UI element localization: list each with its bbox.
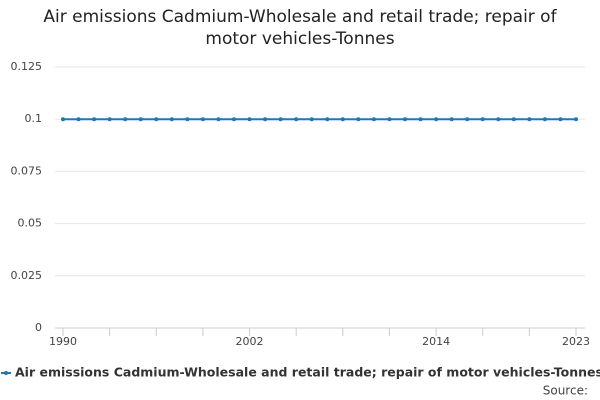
- source: Source:: [543, 384, 588, 398]
- marker: [356, 117, 361, 122]
- y-tick-label: 0.025: [11, 269, 43, 282]
- marker: [169, 117, 174, 122]
- x-tick-label: 1990: [49, 335, 77, 348]
- marker: [387, 117, 392, 122]
- marker: [371, 117, 376, 122]
- marker: [185, 117, 190, 122]
- marker: [200, 117, 205, 122]
- marker: [325, 117, 330, 122]
- marker: [418, 117, 423, 122]
- marker: [434, 117, 439, 122]
- marker: [465, 117, 470, 122]
- legend-label: Air emissions Cadmium-Wholesale and reta…: [15, 365, 600, 380]
- marker: [247, 117, 252, 122]
- marker: [107, 117, 112, 122]
- marker: [294, 117, 299, 122]
- marker: [216, 117, 221, 122]
- marker: [449, 117, 454, 122]
- marker: [527, 117, 532, 122]
- y-tick-label: 0.075: [11, 164, 43, 177]
- legend-marker: [4, 371, 8, 375]
- marker: [309, 117, 314, 122]
- marker: [154, 117, 159, 122]
- marker: [403, 117, 407, 122]
- y-tick-label: 0: [35, 321, 42, 334]
- x-tick-label: 2002: [236, 335, 264, 348]
- marker: [92, 117, 97, 122]
- marker: [138, 117, 143, 122]
- marker: [542, 117, 547, 122]
- marker: [263, 117, 268, 122]
- marker: [232, 117, 236, 122]
- y-tick-label: 0.05: [18, 217, 43, 230]
- x-tick-label: 2014: [422, 335, 450, 348]
- y-tick-label: 0.1: [25, 112, 43, 125]
- y-tick-label: 0.125: [11, 60, 43, 73]
- marker: [558, 117, 563, 122]
- marker: [123, 117, 128, 122]
- marker: [511, 117, 516, 122]
- marker: [61, 117, 65, 122]
- marker: [496, 117, 501, 122]
- marker: [340, 117, 345, 122]
- marker: [480, 117, 485, 122]
- marker: [278, 117, 283, 122]
- marker: [76, 117, 81, 122]
- x-tick-label: 2023: [562, 335, 590, 348]
- marker: [574, 117, 578, 122]
- chart-title: Air emissions Cadmium-Wholesale and reta…: [43, 7, 557, 49]
